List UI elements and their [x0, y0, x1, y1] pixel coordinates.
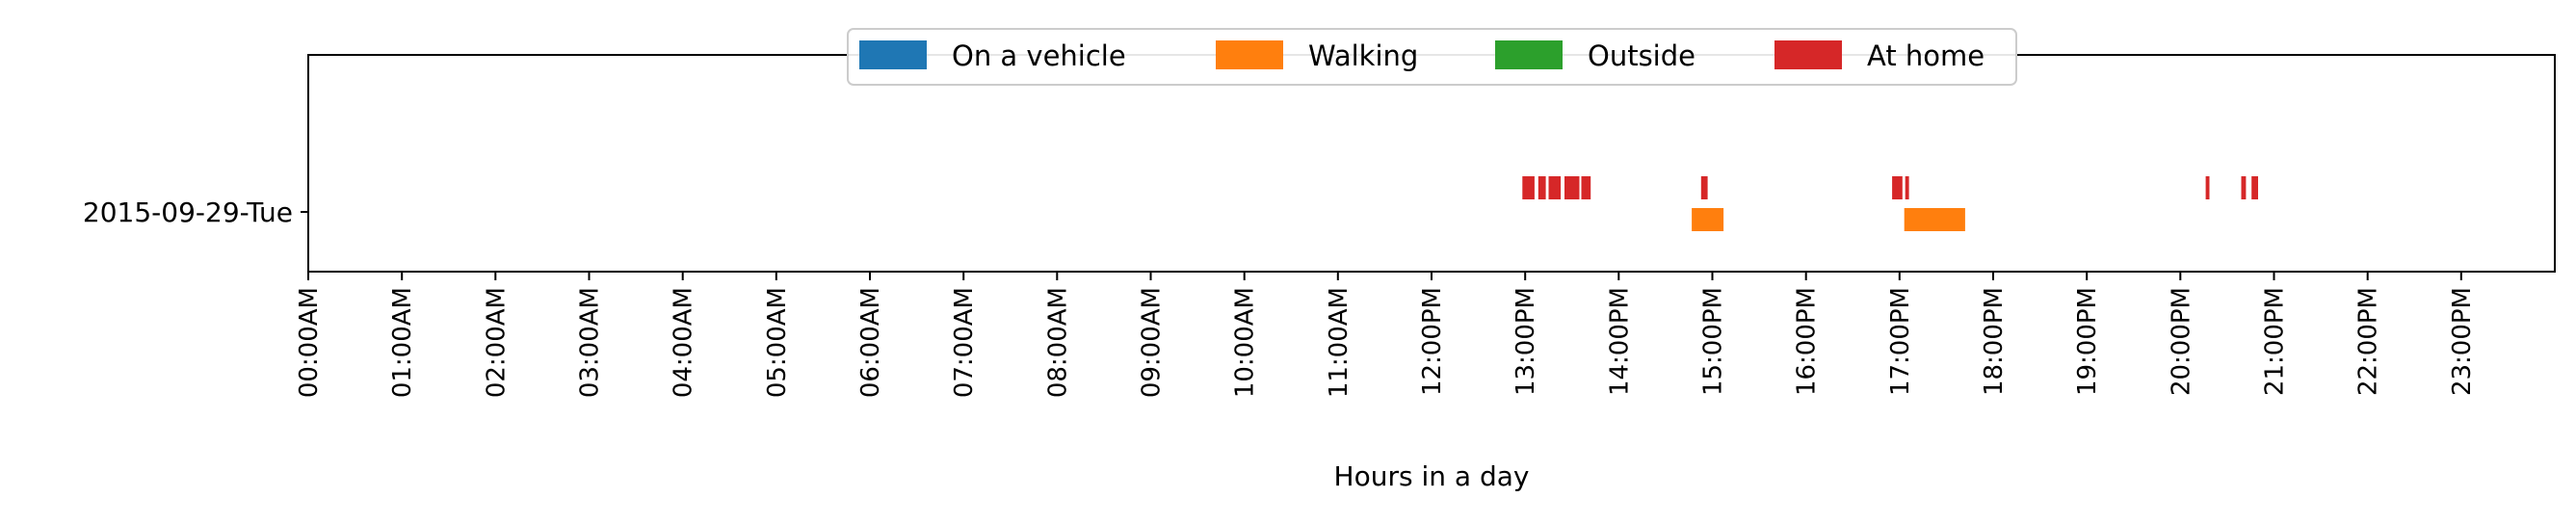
bar-at-home-2: [1548, 176, 1562, 199]
x-tick-label-0: 00:00AM: [295, 287, 324, 398]
x-tick-label-15: 15:00PM: [1699, 287, 1728, 396]
x-tick-label-7: 07:00AM: [950, 287, 979, 398]
plot-frame: [307, 54, 2556, 273]
legend-swatch-2: [1495, 40, 1563, 69]
x-axis-title: Hours in a day: [1334, 460, 1530, 492]
legend-swatch-1: [1216, 40, 1283, 69]
legend: On a vehicle Walking Outside At home: [847, 28, 2017, 86]
bar-at-home-5: [1700, 176, 1708, 199]
x-tick-label-18: 18:00PM: [1980, 287, 2009, 396]
x-tick-label-4: 04:00AM: [670, 287, 698, 398]
x-tick-label-2: 02:00AM: [482, 287, 511, 398]
bar-at-home-4: [1581, 176, 1591, 199]
x-tick-label-10: 10:00AM: [1231, 287, 1260, 398]
y-tick-label-0: 2015-09-29-Tue: [83, 196, 293, 228]
x-axis: 00:00AM 01:00AM 02:00AM 03:00AM 04:00AM 05:00…: [295, 272, 2477, 398]
x-tick-label-23: 23:00PM: [2448, 287, 2477, 396]
bar-at-home-9: [2241, 176, 2247, 199]
x-tick-label-17: 17:00PM: [1886, 287, 1915, 396]
x-tick-label-13: 13:00PM: [1511, 287, 1540, 396]
bar-walking-1: [1904, 208, 1965, 231]
x-tick-label-19: 19:00PM: [2073, 287, 2102, 396]
x-tick-label-16: 16:00PM: [1793, 287, 1822, 396]
bar-at-home-0: [1522, 176, 1535, 199]
legend-swatch-0: [859, 40, 927, 69]
y-axis: 2015-09-29-Tue: [83, 196, 308, 228]
x-tick-label-14: 14:00PM: [1605, 287, 1634, 396]
x-tick-label-20: 20:00PM: [2167, 287, 2195, 396]
x-tick-label-1: 01:00AM: [388, 287, 417, 398]
legend-box: [847, 28, 2017, 86]
x-tick-label-6: 06:00AM: [856, 287, 885, 398]
x-tick-label-9: 09:00AM: [1138, 287, 1167, 398]
bar-at-home-6: [1892, 176, 1903, 199]
x-tick-label-22: 22:00PM: [2354, 287, 2383, 396]
activity-bars: [1522, 176, 2258, 231]
x-tick-label-11: 11:00AM: [1325, 287, 1354, 398]
bar-at-home-10: [2251, 176, 2258, 199]
bar-at-home-8: [2205, 176, 2210, 199]
bar-walking-0: [1692, 208, 1724, 231]
legend-label-1: Walking: [1308, 39, 1418, 72]
legend-label-0: On a vehicle: [952, 39, 1126, 72]
bar-at-home-1: [1538, 176, 1546, 199]
x-tick-label-8: 08:00AM: [1043, 287, 1072, 398]
x-tick-label-21: 21:00PM: [2261, 287, 2290, 396]
x-tick-label-3: 03:00AM: [576, 287, 605, 398]
legend-swatch-3: [1774, 40, 1842, 69]
x-tick-label-5: 05:00AM: [763, 287, 792, 398]
bar-at-home-7: [1905, 176, 1909, 199]
legend-label-3: At home: [1867, 39, 1985, 72]
x-tick-label-12: 12:00PM: [1418, 287, 1447, 396]
legend-label-2: Outside: [1588, 39, 1695, 72]
bar-at-home-3: [1564, 176, 1580, 199]
